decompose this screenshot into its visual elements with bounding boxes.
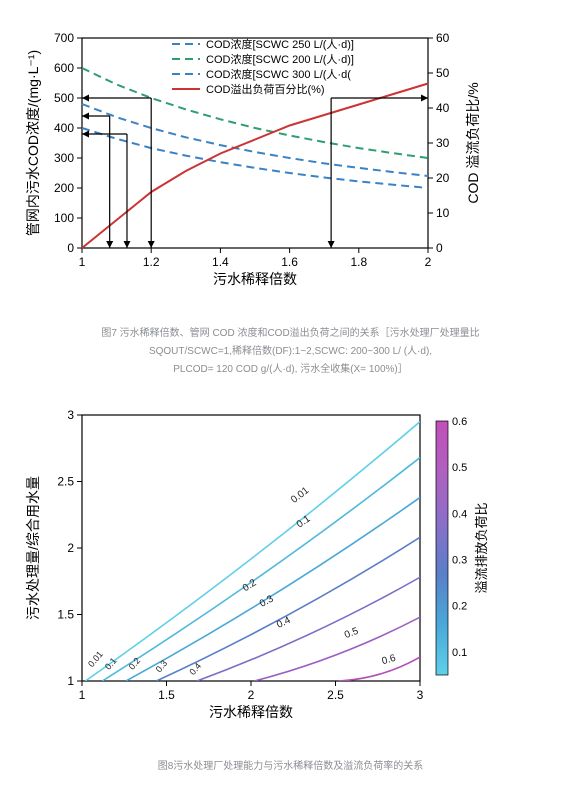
svg-text:3: 3: [67, 408, 74, 422]
svg-text:1.5: 1.5: [57, 608, 74, 622]
svg-text:COD 溢流负荷比/%: COD 溢流负荷比/%: [465, 82, 481, 203]
svg-text:2.5: 2.5: [57, 475, 74, 489]
svg-text:1: 1: [79, 255, 86, 269]
svg-text:1.4: 1.4: [212, 255, 229, 269]
svg-text:污水稀释倍数: 污水稀释倍数: [209, 704, 293, 720]
svg-text:0.4: 0.4: [187, 661, 203, 677]
svg-text:管网内污水COD浓度/(mg·L⁻¹): 管网内污水COD浓度/(mg·L⁻¹): [25, 50, 41, 236]
svg-text:1.8: 1.8: [350, 255, 367, 269]
svg-text:0: 0: [436, 241, 443, 255]
chart-2-caption: 图8污水处理厂处理能力与污水稀释倍数及溢流负荷率的关系: [20, 758, 561, 776]
svg-text:COD溢出负荷百分比(%): COD溢出负荷百分比(%): [206, 82, 325, 96]
svg-text:COD浓度[SCWC 300 L/(人·d(: COD浓度[SCWC 300 L/(人·d(: [206, 67, 351, 81]
chart-1: 11.21.41.61.8201002003004005006007000102…: [20, 20, 561, 295]
svg-text:0.2: 0.2: [452, 601, 467, 613]
svg-text:400: 400: [54, 121, 74, 135]
svg-text:0.5: 0.5: [343, 626, 360, 641]
svg-text:200: 200: [54, 181, 74, 195]
svg-text:溢流排放负荷比: 溢流排放负荷比: [474, 502, 489, 593]
svg-text:50: 50: [436, 66, 450, 80]
svg-text:700: 700: [54, 31, 74, 45]
svg-text:0.2: 0.2: [127, 656, 143, 672]
svg-text:COD浓度[SCWC 200 L/(人·d)]: COD浓度[SCWC 200 L/(人·d)]: [206, 52, 354, 66]
svg-text:0.01: 0.01: [289, 485, 311, 506]
svg-text:0: 0: [67, 241, 74, 255]
svg-text:0.6: 0.6: [452, 416, 467, 428]
svg-text:0.6: 0.6: [381, 653, 398, 668]
chart-2-svg: 11.522.5311.522.53污水稀释倍数污水处理量/综合用水量0.010…: [20, 403, 490, 723]
svg-text:0.4: 0.4: [275, 615, 293, 631]
svg-text:3: 3: [417, 688, 424, 702]
svg-text:0.3: 0.3: [154, 658, 170, 674]
svg-text:600: 600: [54, 61, 74, 75]
svg-text:2: 2: [425, 255, 432, 269]
svg-text:2: 2: [248, 688, 255, 702]
svg-text:COD浓度[SCWC 250 L/(人·d)]: COD浓度[SCWC 250 L/(人·d)]: [206, 37, 354, 51]
svg-text:0.1: 0.1: [295, 513, 313, 530]
svg-text:40: 40: [436, 101, 450, 115]
svg-text:0.1: 0.1: [452, 647, 467, 659]
chart-1-svg: 11.21.41.61.8201002003004005006007000102…: [20, 20, 490, 290]
svg-text:1.6: 1.6: [281, 255, 298, 269]
svg-text:2: 2: [67, 541, 74, 555]
svg-text:60: 60: [436, 31, 450, 45]
svg-text:0.4: 0.4: [452, 508, 467, 520]
svg-text:10: 10: [436, 206, 450, 220]
svg-text:0.1: 0.1: [103, 656, 119, 672]
svg-text:1: 1: [67, 674, 74, 688]
svg-text:300: 300: [54, 151, 74, 165]
svg-text:1.2: 1.2: [143, 255, 160, 269]
svg-text:500: 500: [54, 91, 74, 105]
svg-text:100: 100: [54, 211, 74, 225]
svg-text:0.01: 0.01: [86, 649, 105, 669]
svg-text:20: 20: [436, 171, 450, 185]
svg-text:1.5: 1.5: [158, 688, 175, 702]
chart-1-caption: 图7 污水稀释倍数、管网 COD 浓度和COD溢出负荷之间的关系［污水处理厂处理…: [20, 325, 561, 379]
svg-text:1: 1: [79, 688, 86, 702]
svg-text:2.5: 2.5: [327, 688, 344, 702]
svg-text:污水稀释倍数: 污水稀释倍数: [213, 271, 297, 287]
svg-text:0.3: 0.3: [452, 555, 467, 567]
svg-text:0.5: 0.5: [452, 462, 467, 474]
svg-text:污水处理量/综合用水量: 污水处理量/综合用水量: [25, 476, 41, 620]
chart-2: 11.522.5311.522.53污水稀释倍数污水处理量/综合用水量0.010…: [20, 403, 561, 728]
svg-text:30: 30: [436, 136, 450, 150]
